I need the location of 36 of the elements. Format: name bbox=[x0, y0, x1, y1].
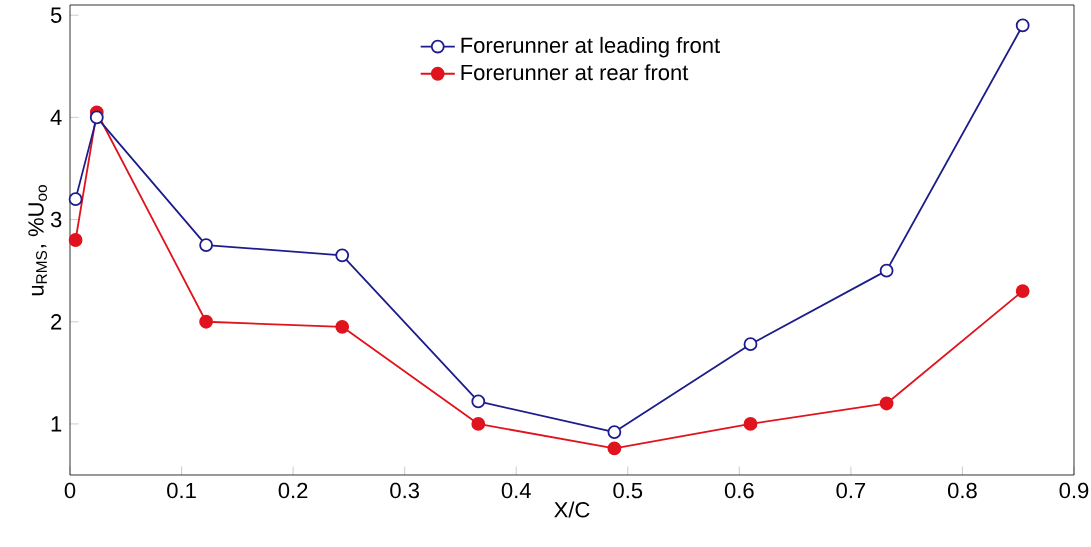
x-tick-label: 0.3 bbox=[390, 482, 419, 499]
y-axis-title: u$_{RMS}$, %U$_{oo}$ bbox=[28, 185, 47, 296]
x-tick-label: 0.7 bbox=[836, 482, 866, 499]
point bbox=[199, 314, 213, 329]
point bbox=[471, 417, 486, 431]
x-tick-label: 0.6 bbox=[724, 482, 754, 499]
x-tick-label: 0.5 bbox=[613, 482, 643, 499]
y-tick-label: 3 bbox=[50, 211, 62, 228]
x-tick-label: 0.4 bbox=[501, 482, 531, 499]
point bbox=[1015, 18, 1030, 33]
y-tick-label: 4 bbox=[50, 109, 62, 125]
x-tick-label: 0.2 bbox=[278, 482, 308, 499]
x-tick-label: 0.9 bbox=[1059, 482, 1089, 499]
legend-label: Forerunner at rear front bbox=[461, 64, 689, 81]
point bbox=[199, 238, 213, 253]
x-tick-label: 0.1 bbox=[167, 482, 196, 499]
point bbox=[879, 396, 894, 411]
x-tick-label: 0 bbox=[64, 482, 76, 499]
y-tick-label: 1 bbox=[51, 416, 62, 432]
y-tick-label: 5 bbox=[50, 7, 62, 23]
point bbox=[335, 248, 350, 263]
point bbox=[607, 425, 622, 439]
point bbox=[879, 263, 894, 278]
point bbox=[335, 319, 350, 334]
point bbox=[68, 233, 83, 247]
x-tick-label: 0.8 bbox=[948, 482, 977, 499]
point bbox=[607, 441, 622, 456]
point bbox=[68, 192, 83, 207]
point bbox=[1015, 284, 1030, 298]
point bbox=[471, 394, 486, 409]
point bbox=[743, 337, 758, 352]
legend-label: Forerunner at leading front bbox=[461, 36, 721, 58]
point bbox=[89, 110, 104, 125]
point bbox=[743, 417, 758, 431]
x-axis-title: X/C bbox=[554, 501, 590, 518]
y-tick-label: 2 bbox=[51, 314, 62, 330]
